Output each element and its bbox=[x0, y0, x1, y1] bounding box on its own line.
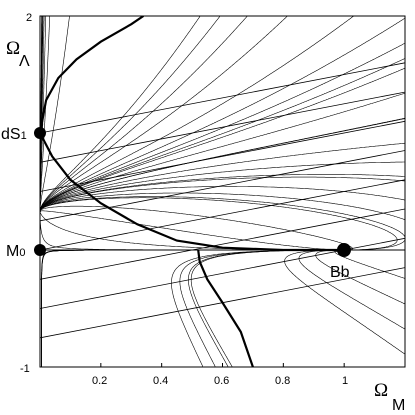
straight-trajectory-4 bbox=[40, 62, 405, 134]
trajectory-12-1 bbox=[188, 249, 346, 367]
separatrix-lines bbox=[40, 16, 345, 367]
trajectory-14-1 bbox=[171, 249, 346, 367]
fixed-point-m0-label: M0 bbox=[6, 243, 25, 260]
y-axis-label: Ω bbox=[6, 38, 20, 59]
straight-trajectory-2 bbox=[40, 120, 405, 192]
x-axis-label-sub: M bbox=[392, 397, 405, 414]
trajectory-0-2 bbox=[40, 197, 398, 251]
fixed-point-ds1-label: dS1 bbox=[1, 126, 27, 143]
separatrix-middle bbox=[40, 132, 345, 252]
trajectory-13-1 bbox=[179, 249, 345, 367]
y-tick-top: 2 bbox=[26, 12, 32, 24]
y-tick-bottom: -1 bbox=[20, 363, 30, 375]
trajectory-5-0 bbox=[40, 16, 45, 212]
trajectory-14-0 bbox=[41, 249, 345, 367]
straight-trajectory-0 bbox=[40, 179, 405, 251]
separatrix-upper bbox=[40, 16, 145, 134]
straight-trajectory-3 bbox=[40, 91, 405, 163]
trajectory-11-1 bbox=[190, 249, 346, 367]
x-tick-0.2: 0.2 bbox=[92, 375, 107, 387]
x-tick-0.4: 0.4 bbox=[153, 375, 168, 387]
trajectory-0-1 bbox=[40, 210, 346, 251]
axis-ticks bbox=[100, 363, 345, 367]
trajectory-2-1 bbox=[40, 196, 405, 251]
trajectory-14-2 bbox=[284, 249, 405, 355]
trajectory-0-0 bbox=[40, 210, 346, 251]
trajectory-1-0 bbox=[40, 210, 346, 251]
fixed-point-m0 bbox=[34, 244, 46, 256]
x-tick-1: 1 bbox=[342, 375, 348, 387]
fixed-point-ds1 bbox=[34, 127, 46, 139]
trajectory-9-2 bbox=[40, 42, 405, 212]
x-tick-0.8: 0.8 bbox=[275, 375, 290, 387]
trajectory-5-1 bbox=[40, 58, 405, 212]
x-axis-label: Ω bbox=[374, 380, 388, 401]
trajectory-11-0 bbox=[41, 249, 346, 367]
x-tick-0.6: 0.6 bbox=[214, 375, 229, 387]
straight-trajectory-1 bbox=[40, 150, 405, 222]
trajectory-lines bbox=[40, 16, 405, 367]
fixed-point-bb-label: Bb bbox=[330, 264, 350, 281]
trajectory-10-1 bbox=[40, 16, 201, 212]
y-axis-label-sub: Λ bbox=[19, 53, 30, 70]
separatrix-lower bbox=[197, 249, 254, 367]
trajectory-12-0 bbox=[41, 249, 345, 367]
straight-trajectory-5 bbox=[40, 208, 405, 280]
trajectory-13-2 bbox=[298, 249, 405, 330]
trajectory-13-0 bbox=[41, 249, 346, 367]
fixed-point-bb bbox=[337, 243, 351, 257]
trajectory-10-2 bbox=[40, 17, 405, 212]
